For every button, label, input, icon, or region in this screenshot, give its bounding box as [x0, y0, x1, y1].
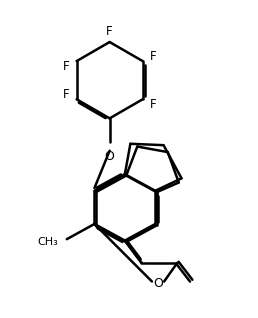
Text: F: F [150, 50, 157, 63]
Text: O: O [153, 277, 163, 290]
Text: F: F [63, 59, 69, 73]
Text: F: F [150, 98, 157, 111]
Text: CH₃: CH₃ [37, 237, 58, 247]
Text: F: F [63, 88, 69, 101]
Text: F: F [106, 25, 113, 38]
Text: O: O [105, 150, 115, 163]
